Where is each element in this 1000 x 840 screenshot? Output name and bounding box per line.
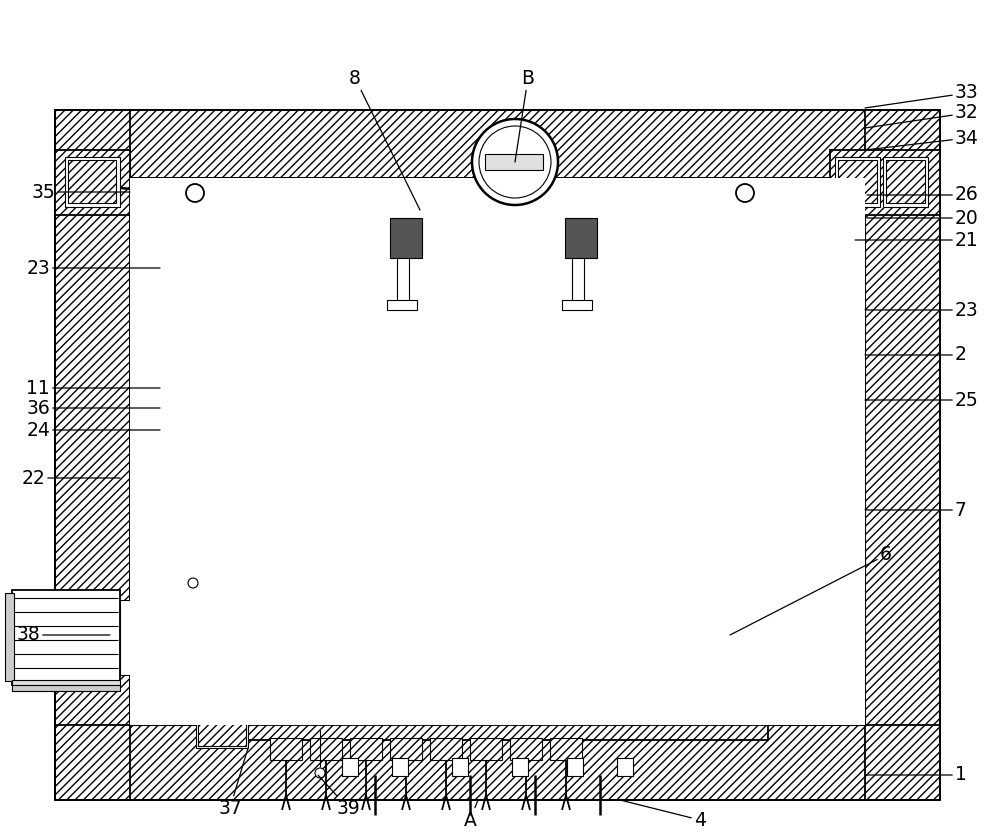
Bar [278, 700, 316, 725]
Bar [838, 160, 877, 203]
Circle shape [186, 184, 204, 202]
Bar [55, 725, 940, 800]
Bar [430, 738, 462, 760]
Circle shape [315, 768, 325, 778]
Bar [392, 758, 408, 776]
Bar [835, 157, 880, 207]
Bar [65, 157, 120, 207]
Bar [195, 178, 220, 725]
Bar [265, 215, 740, 705]
Circle shape [188, 578, 198, 588]
Bar [305, 248, 697, 376]
Bar [478, 700, 516, 725]
Text: 23: 23 [865, 301, 979, 319]
Bar [452, 758, 468, 776]
Bar [120, 600, 132, 675]
Bar [12, 590, 120, 685]
Bar [390, 738, 422, 760]
Bar [565, 218, 597, 258]
Text: 36: 36 [26, 398, 160, 417]
Text: 24: 24 [26, 421, 160, 439]
Text: 21: 21 [855, 230, 979, 249]
Bar [500, 460, 575, 525]
Bar [248, 725, 768, 740]
Bar [510, 738, 542, 760]
Bar [387, 300, 417, 310]
Bar [562, 300, 592, 310]
Text: 4: 4 [620, 800, 706, 830]
Bar [12, 680, 120, 685]
Bar [282, 228, 722, 690]
Text: 6: 6 [730, 545, 892, 635]
Bar [485, 154, 543, 170]
Text: 33: 33 [865, 83, 979, 108]
Bar [500, 385, 575, 450]
Bar [55, 110, 940, 178]
Bar [886, 160, 925, 203]
Bar [167, 618, 195, 656]
Text: 32: 32 [865, 103, 979, 128]
Bar [438, 700, 476, 725]
Bar [55, 110, 130, 800]
Bar [342, 758, 358, 776]
Bar [318, 700, 356, 725]
Text: 11: 11 [26, 379, 160, 397]
Bar [470, 738, 502, 760]
Bar [132, 612, 152, 662]
Bar [152, 618, 167, 656]
Bar [830, 150, 940, 215]
Bar [270, 738, 302, 760]
Text: 26: 26 [867, 186, 979, 204]
Text: 34: 34 [865, 129, 979, 150]
Bar [518, 700, 556, 725]
Bar [617, 758, 633, 776]
Bar [567, 758, 583, 776]
Text: 7: 7 [865, 501, 967, 519]
Bar [310, 385, 385, 450]
Bar [558, 700, 596, 725]
Bar [5, 593, 14, 681]
Text: 23: 23 [26, 259, 160, 277]
Text: 37: 37 [218, 748, 248, 817]
Bar [310, 460, 385, 525]
Bar [883, 157, 928, 207]
Circle shape [736, 184, 754, 202]
Bar [68, 160, 116, 203]
Bar [198, 712, 246, 746]
Bar [572, 258, 584, 303]
Text: 25: 25 [865, 391, 979, 409]
Bar [598, 700, 636, 725]
Bar [310, 738, 342, 760]
Text: B: B [515, 69, 534, 162]
Text: A: A [464, 800, 478, 830]
Circle shape [472, 119, 558, 205]
Bar [550, 738, 582, 760]
Text: 2: 2 [865, 345, 967, 365]
Bar [55, 150, 130, 215]
Text: 8: 8 [349, 69, 420, 210]
Text: 22: 22 [21, 469, 120, 487]
Text: 1: 1 [865, 765, 967, 785]
Bar [130, 178, 865, 725]
Text: 35: 35 [31, 182, 130, 202]
Bar [358, 700, 396, 725]
Bar [840, 178, 865, 725]
Bar [398, 700, 436, 725]
Text: 20: 20 [867, 208, 979, 228]
Bar [390, 218, 422, 258]
Bar [865, 110, 940, 800]
Text: 39: 39 [318, 775, 360, 817]
Circle shape [479, 126, 551, 198]
Bar [405, 460, 480, 525]
Bar [397, 258, 409, 303]
Bar [196, 710, 248, 748]
Bar [350, 738, 382, 760]
Bar [512, 758, 528, 776]
Bar [195, 178, 840, 215]
Text: 38: 38 [16, 626, 110, 644]
Bar [12, 683, 120, 691]
Bar [405, 385, 480, 450]
Bar [265, 700, 740, 725]
